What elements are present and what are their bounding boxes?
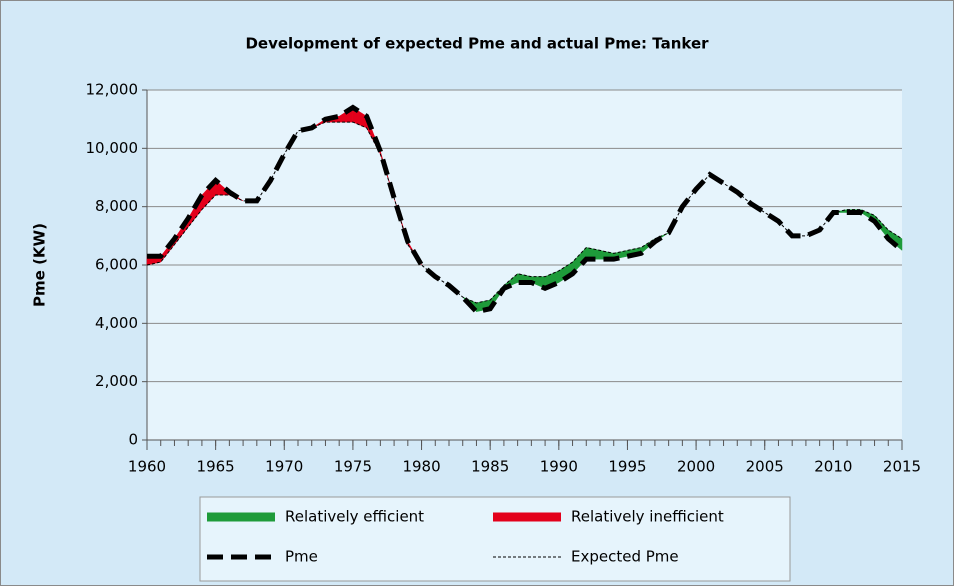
legend-label: Relatively efficient <box>285 508 424 526</box>
x-tick-label: 2010 <box>814 458 852 476</box>
x-tick-label: 1970 <box>265 458 303 476</box>
y-tick-label: 12,000 <box>86 81 139 99</box>
legend-label: Pme <box>285 548 318 566</box>
x-tick-label: 1985 <box>471 458 509 476</box>
x-tick-label: 1975 <box>334 458 372 476</box>
x-tick-label: 1960 <box>128 458 166 476</box>
x-tick-label: 1995 <box>608 458 646 476</box>
series-line <box>146 121 903 304</box>
x-tick-label: 1965 <box>197 458 235 476</box>
x-tick-label: 1980 <box>402 458 440 476</box>
x-tick-label: 1990 <box>540 458 578 476</box>
y-tick-label: 10,000 <box>86 139 139 157</box>
y-tick-label: 8,000 <box>95 197 138 215</box>
x-tick-label: 2015 <box>883 458 921 476</box>
y-tick-label: 0 <box>128 431 138 449</box>
x-tick-label: 2005 <box>746 458 784 476</box>
legend-label: Relatively inefficient <box>571 508 724 526</box>
legend-label: Expected Pme <box>571 548 679 566</box>
x-tick-label: 2000 <box>677 458 715 476</box>
chart-title: Development of expected Pme and actual P… <box>245 35 709 53</box>
y-tick-label: 2,000 <box>95 372 138 390</box>
y-tick-label: 6,000 <box>95 256 138 274</box>
legend <box>199 496 791 582</box>
y-tick-label: 4,000 <box>95 314 138 332</box>
y-axis-label: Pme (KW) <box>31 223 49 307</box>
